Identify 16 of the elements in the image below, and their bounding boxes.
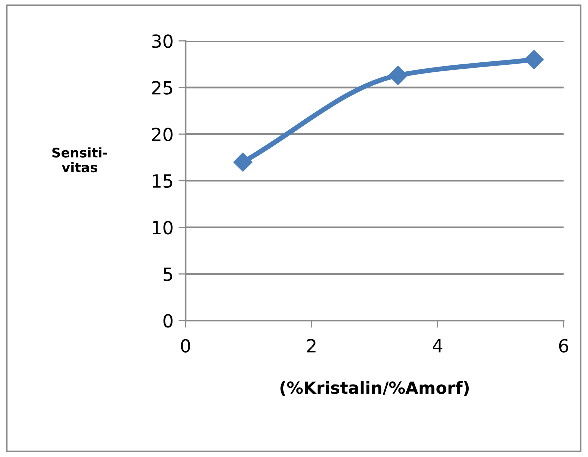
y-tick-label: 5 <box>164 268 172 282</box>
x-tick-label: 0 <box>181 339 190 353</box>
x-tick-label: 4 <box>433 339 443 353</box>
y-tick-label: 15 <box>153 174 172 188</box>
x-tick-label: 2 <box>307 339 316 353</box>
y-tick-label: 30 <box>152 34 173 48</box>
x-axis-title: (%Kristalin/%Amorf) <box>280 381 470 396</box>
point <box>524 50 544 70</box>
y-tick-label: 0 <box>164 314 173 328</box>
y-tick-label: 25 <box>152 81 172 95</box>
y-tick-label: 10 <box>153 221 173 235</box>
x-tick-label: 6 <box>559 339 568 353</box>
y-axis-title: Sensiti- vitas <box>52 148 108 173</box>
point <box>388 66 408 86</box>
point <box>234 152 253 172</box>
y-tick-label: 20 <box>152 128 173 142</box>
